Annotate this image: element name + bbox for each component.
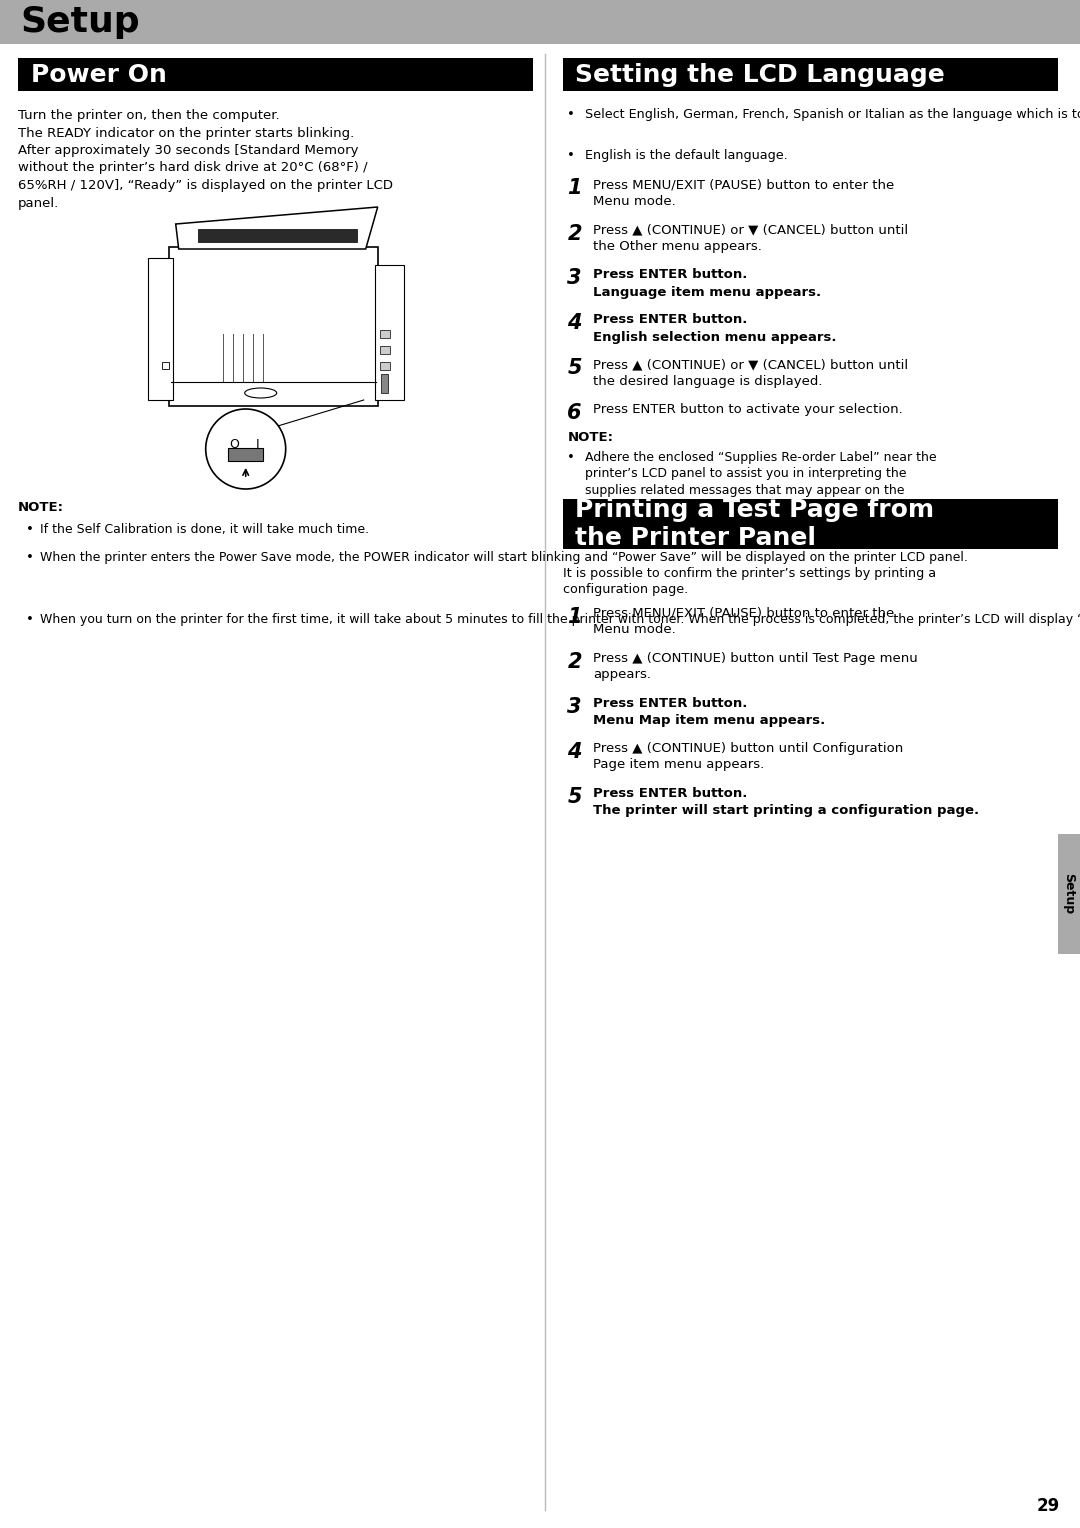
FancyBboxPatch shape bbox=[564, 500, 1058, 549]
Text: The printer will start printing a configuration page.: The printer will start printing a config… bbox=[593, 805, 980, 817]
Text: Press MENU/EXIT (PAUSE) button to enter the
Menu mode.: Press MENU/EXIT (PAUSE) button to enter … bbox=[593, 607, 894, 637]
FancyBboxPatch shape bbox=[380, 345, 390, 353]
Text: 4: 4 bbox=[567, 743, 582, 762]
FancyBboxPatch shape bbox=[1058, 834, 1080, 953]
Text: Select English, German, French, Spanish or Italian as the language which is to a: Select English, German, French, Spanish … bbox=[585, 108, 1080, 121]
Text: 6: 6 bbox=[567, 403, 582, 423]
Text: 2: 2 bbox=[567, 652, 582, 672]
FancyBboxPatch shape bbox=[380, 330, 390, 338]
Text: I: I bbox=[256, 437, 259, 451]
Text: 1: 1 bbox=[567, 179, 582, 199]
FancyBboxPatch shape bbox=[375, 264, 404, 400]
Text: NOTE:: NOTE: bbox=[18, 501, 64, 513]
FancyBboxPatch shape bbox=[148, 258, 173, 400]
Text: When you turn on the printer for the first time, it will take about 5 minutes to: When you turn on the printer for the fir… bbox=[40, 613, 1080, 626]
Text: •: • bbox=[567, 108, 576, 121]
FancyBboxPatch shape bbox=[381, 373, 388, 393]
Polygon shape bbox=[176, 206, 378, 249]
FancyBboxPatch shape bbox=[0, 0, 1080, 44]
Text: O: O bbox=[229, 437, 239, 451]
Text: 5: 5 bbox=[567, 359, 582, 379]
Text: Language item menu appears.: Language item menu appears. bbox=[593, 286, 822, 299]
Text: 5: 5 bbox=[567, 787, 582, 807]
Text: Power On: Power On bbox=[31, 63, 167, 87]
FancyBboxPatch shape bbox=[18, 58, 534, 92]
Text: English selection menu appears.: English selection menu appears. bbox=[593, 332, 837, 344]
Text: If the Self Calibration is done, it will take much time.: If the Self Calibration is done, it will… bbox=[40, 523, 369, 536]
FancyBboxPatch shape bbox=[228, 448, 264, 460]
Text: Setup: Setup bbox=[1063, 874, 1076, 914]
Text: Printing a Test Page from
the Printer Panel: Printing a Test Page from the Printer Pa… bbox=[576, 498, 934, 550]
FancyBboxPatch shape bbox=[168, 248, 378, 406]
Text: Press ▲ (CONTINUE) button until Configuration
Page item menu appears.: Press ▲ (CONTINUE) button until Configur… bbox=[593, 743, 904, 772]
FancyBboxPatch shape bbox=[380, 362, 390, 370]
Text: 2: 2 bbox=[567, 223, 582, 243]
Text: Press ENTER button.: Press ENTER button. bbox=[593, 269, 747, 281]
Text: Press MENU/EXIT (PAUSE) button to enter the
Menu mode.: Press MENU/EXIT (PAUSE) button to enter … bbox=[593, 179, 894, 208]
Text: Adhere the enclosed “Supplies Re-order Label” near the
printer’s LCD panel to as: Adhere the enclosed “Supplies Re-order L… bbox=[585, 451, 937, 513]
Text: Turn the printer on, then the computer.
The READY indicator on the printer start: Turn the printer on, then the computer. … bbox=[18, 108, 393, 209]
Text: •: • bbox=[26, 550, 33, 564]
Text: English is the default language.: English is the default language. bbox=[585, 150, 788, 162]
Text: 29: 29 bbox=[1037, 1497, 1059, 1514]
Text: Press ▲ (CONTINUE) or ▼ (CANCEL) button until
the Other menu appears.: Press ▲ (CONTINUE) or ▼ (CANCEL) button … bbox=[593, 223, 908, 254]
Text: 4: 4 bbox=[567, 313, 582, 333]
FancyBboxPatch shape bbox=[198, 229, 356, 241]
Text: When the printer enters the Power Save mode, the POWER indicator will start blin: When the printer enters the Power Save m… bbox=[40, 550, 968, 564]
Text: Press ▲ (CONTINUE) or ▼ (CANCEL) button until
the desired language is displayed.: Press ▲ (CONTINUE) or ▼ (CANCEL) button … bbox=[593, 359, 908, 388]
Text: •: • bbox=[567, 451, 576, 465]
Text: •: • bbox=[567, 150, 576, 162]
Text: NOTE:: NOTE: bbox=[567, 431, 613, 445]
Text: Menu Map item menu appears.: Menu Map item menu appears. bbox=[593, 715, 825, 727]
Text: Press ENTER button.: Press ENTER button. bbox=[593, 313, 747, 327]
Text: Setting the LCD Language: Setting the LCD Language bbox=[576, 63, 945, 87]
Ellipse shape bbox=[245, 388, 276, 397]
Text: 3: 3 bbox=[567, 697, 582, 717]
Text: It is possible to confirm the printer’s settings by printing a
configuration pag: It is possible to confirm the printer’s … bbox=[564, 567, 936, 596]
Text: Press ENTER button.: Press ENTER button. bbox=[593, 697, 747, 711]
Text: Press ENTER button to activate your selection.: Press ENTER button to activate your sele… bbox=[593, 403, 903, 417]
Text: Press ENTER button.: Press ENTER button. bbox=[593, 787, 747, 801]
Text: •: • bbox=[26, 613, 33, 626]
Text: •: • bbox=[26, 523, 33, 536]
Text: 3: 3 bbox=[567, 269, 582, 289]
Text: Press ▲ (CONTINUE) button until Test Page menu
appears.: Press ▲ (CONTINUE) button until Test Pag… bbox=[593, 652, 918, 681]
Circle shape bbox=[205, 410, 286, 489]
FancyBboxPatch shape bbox=[162, 362, 168, 368]
Text: Setup: Setup bbox=[21, 5, 139, 40]
Text: 1: 1 bbox=[567, 607, 582, 626]
FancyBboxPatch shape bbox=[564, 58, 1058, 92]
